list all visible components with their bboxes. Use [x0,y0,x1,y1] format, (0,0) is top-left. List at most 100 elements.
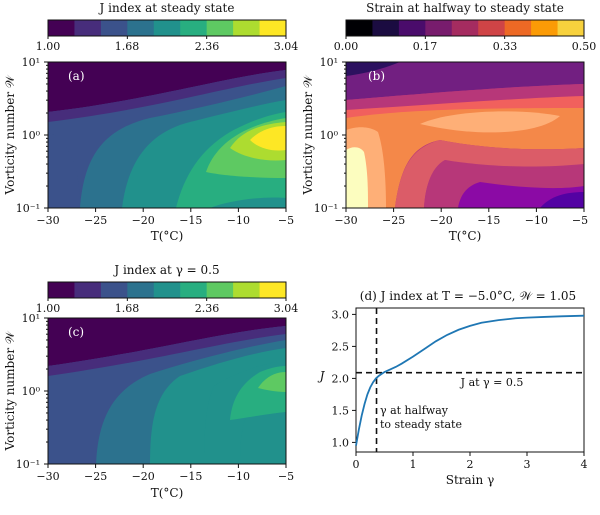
cbA-level-4 [153,20,181,36]
d-hline-label: J at γ = 0.5 [460,376,524,389]
cbC-level-0 [48,282,75,298]
cbB-level-0 [346,20,373,36]
c-ytick-2: 10¹ [22,312,40,325]
colorbar-b-tick-3: 0.50 [572,40,597,53]
colorbar-c-tick-0: 1.00 [36,302,61,315]
colorbar-b-tick-0: 0.00 [334,40,359,53]
cbA-level-3 [127,20,155,36]
cbA-level-8 [259,20,287,36]
a-xtick-4: −10 [227,214,250,227]
axes-b [342,61,585,212]
b-ytick-0: 10⁻¹ [314,202,338,215]
b-ytick-1: 10⁰ [320,129,339,142]
panel-a-label: (a) [68,69,85,83]
cbC-level-8 [259,282,287,298]
colorbar-c-tick-3: 3.04 [274,302,299,315]
d-title: (d) J index at T = −5.0°C, 𝒲 = 1.05 [360,289,576,303]
b-xtick-1: −25 [382,214,405,227]
colorbar-a-tick-1: 1.68 [115,40,140,53]
a-ytick-2: 10¹ [22,56,40,69]
axes-a [44,61,287,212]
contour-a [48,62,286,208]
colorbar-b-tick-1: 0.17 [413,40,438,53]
colorbar-c-title: J index at γ = 0.5 [112,263,219,277]
colorbar-c-tick-1: 1.68 [115,302,140,315]
colorbar-c-tick-2: 2.36 [195,302,220,315]
colorbar-b [345,19,585,39]
d-vline-label-1: to steady state [380,418,462,431]
c-ylabel: Vorticity number 𝒲 [3,330,17,451]
cbC-level-4 [153,282,181,298]
a-xtick-2: −20 [132,214,155,227]
b-ytick-2: 10¹ [320,56,338,69]
colorbar-c [47,281,287,301]
c-xtick-5: −5 [278,470,294,483]
c-xtick-3: −15 [179,470,202,483]
cbB-level-2 [398,20,426,36]
b-ylabel: Vorticity number 𝒲 [301,74,315,195]
c-ytick-0: 10⁻¹ [16,458,40,471]
a-ytick-1: 10⁰ [22,129,41,142]
colorbar-a-tick-2: 2.36 [195,40,220,53]
d-xtick-0: 0 [353,458,360,471]
c-xtick-2: −20 [132,470,155,483]
cbB-level-5 [478,20,506,36]
d-xtick-2: 2 [467,458,474,471]
a-ytick-0: 10⁻¹ [16,202,40,215]
d-xtick-1: 1 [410,458,417,471]
a-xtick-3: −15 [179,214,202,227]
b-xtick-2: −20 [430,214,453,227]
cbC-level-3 [127,282,155,298]
d-vline-label-0: γ at halfway [380,404,449,417]
a-ylabel: Vorticity number 𝒲 [3,74,17,195]
cbC-level-6 [206,282,234,298]
colorbar-a-tick-0: 1.00 [36,40,61,53]
cbC-level-2 [100,282,128,298]
reference-lines-d [356,308,584,452]
colorbar-b-title: Strain at halfway to steady state [366,1,564,15]
b-xtick-4: −10 [525,214,548,227]
c-xtick-0: −30 [36,470,59,483]
cbA-level-6 [206,20,234,36]
panel-c-label: (c) [68,325,84,339]
d-ytick-2: 2.0 [332,372,350,385]
d-ylabel: J [317,369,326,383]
b-xtick-3: −15 [477,214,500,227]
cbA-level-5 [180,20,208,36]
contour-b [346,62,584,208]
cbA-level-7 [233,20,261,36]
cbB-level-1 [372,20,400,36]
c-xlabel: T(°C) [151,486,184,500]
cbB-frame [345,19,585,37]
axes-c [44,317,287,468]
cbC-level-5 [180,282,208,298]
panel-c: J index at γ = 0.5 1.00 1.68 2.36 3.04 (… [3,263,298,500]
c-xtick-4: −10 [227,470,250,483]
panel-d: (d) J index at T = −5.0°C, 𝒲 = 1.05 0 1 2 3… [317,289,588,487]
a-xlabel: T(°C) [151,229,184,243]
axes-d: 0 1 2 3 4 1.0 1.5 2.0 2.5 3.0 [332,308,588,471]
c-ytick-1: 10⁰ [22,385,41,398]
colorbar-a-title: J index at steady state [98,1,235,15]
d-xtick-4: 4 [581,458,588,471]
d-xlabel: Strain γ [446,473,495,487]
panel-b: Strain at halfway to steady state 0.00 0… [301,1,596,243]
cbB-level-8 [557,20,585,36]
d-xtick-3: 3 [524,458,531,471]
cbC-level-7 [233,282,261,298]
series-d [355,314,585,446]
b-xlabel: T(°C) [449,229,482,243]
b-xtick-0: −30 [334,214,357,227]
panel-b-label: (b) [368,69,385,83]
cbB-level-7 [531,20,559,36]
d-ytick-4: 3.0 [332,308,350,321]
cbC-frame [47,281,287,299]
cbB-level-4 [451,20,479,36]
cbA-level-2 [100,20,128,36]
c-xtick-1: −25 [84,470,107,483]
colorbar-a-tick-3: 3.04 [274,40,299,53]
d-ytick-3: 2.5 [332,340,350,353]
cbC-level-1 [74,282,102,298]
a-xtick-5: −5 [278,214,294,227]
